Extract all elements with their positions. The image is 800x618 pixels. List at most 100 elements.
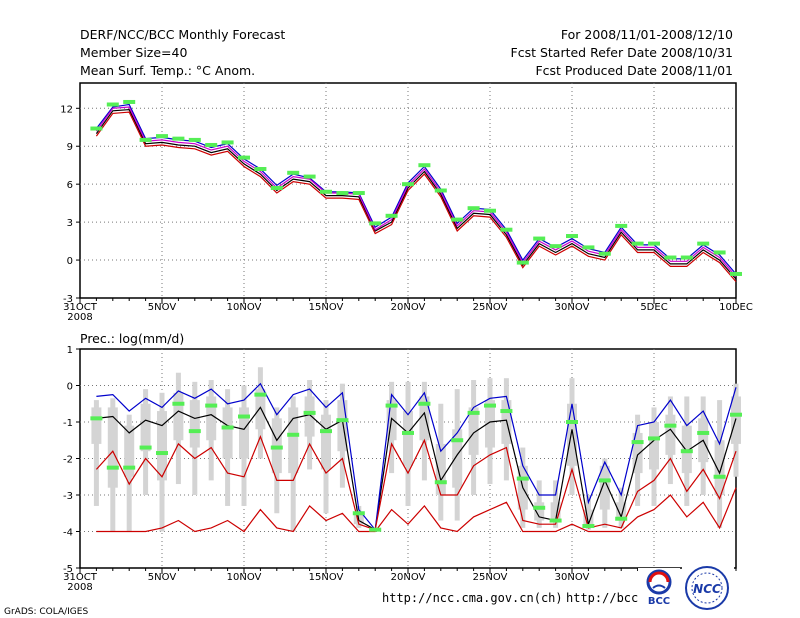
- x-tick-label: 30NOV: [555, 302, 590, 313]
- spread-box: [321, 414, 331, 470]
- observed-marker: [385, 403, 398, 408]
- spread-box: [107, 407, 118, 488]
- observed-marker: [254, 167, 267, 171]
- observed-marker: [467, 410, 480, 415]
- spread-box: [173, 392, 184, 441]
- observed-marker: [270, 445, 283, 450]
- x-tick-label: 25NOV: [473, 302, 508, 313]
- refer-date: Fcst Started Refer Date 2008/10/31: [511, 45, 734, 60]
- precipitation-panel: -5 -4 -3 -2 -1 0 1 31OCT 5NOV 10NOV 15NOV 20NOV 25NO…: [63, 345, 742, 593]
- precip-panel-label: Prec.: log(mm/d): [80, 331, 184, 346]
- spread-box: [288, 407, 299, 474]
- observed-marker: [139, 445, 152, 450]
- observed-marker: [188, 429, 201, 434]
- ncc-url-link[interactable]: http://ncc.cma.gov.cn(ch): [382, 591, 563, 605]
- grads-credit: GrADS: COLA/IGES: [4, 607, 88, 617]
- observed-marker: [533, 505, 546, 510]
- observed-marker: [697, 430, 710, 435]
- observed-marker: [336, 418, 349, 423]
- produced-date: Fcst Produced Date 2008/11/01: [535, 63, 733, 78]
- series-line-middle-member: [95, 106, 737, 277]
- observed-marker: [139, 137, 152, 142]
- x-tick-label: 5NOV: [148, 302, 177, 313]
- observed-marker: [713, 250, 726, 255]
- observed-marker: [402, 430, 414, 435]
- bcc-url-link[interactable]: http://bcc.c: [566, 591, 653, 605]
- x-year-label: 2008: [67, 312, 92, 323]
- observed-marker: [90, 126, 103, 131]
- observed-marker: [598, 478, 611, 483]
- observed-marker: [123, 99, 136, 104]
- observed-marker: [549, 244, 562, 249]
- spread-box: [304, 396, 315, 437]
- spread-box: [599, 465, 610, 510]
- x-tick-label: 10NOV: [227, 572, 262, 583]
- spread-box: [567, 403, 577, 466]
- observed-marker: [631, 440, 644, 445]
- x-tick-label: 20NOV: [391, 572, 426, 583]
- observed-marker: [697, 241, 710, 246]
- spread-box: [222, 407, 233, 459]
- y-tick-label: 12: [60, 104, 73, 115]
- series-line-upper-member: [95, 103, 737, 275]
- spread-box: [189, 400, 200, 448]
- spread-box: [468, 407, 479, 455]
- y-tick-label: -2: [63, 455, 73, 466]
- series-line-ensemble-mean: [96, 406, 737, 531]
- observed-marker: [664, 255, 677, 260]
- x-tick-label: 31OCT: [63, 572, 98, 583]
- spread-box: [239, 407, 249, 459]
- x-tick-label: 20NOV: [391, 302, 426, 313]
- observed-marker: [631, 241, 644, 246]
- observed-marker: [615, 223, 628, 228]
- spread-box: [124, 425, 135, 477]
- spread-box: [403, 411, 413, 466]
- observed-marker: [303, 174, 316, 179]
- observed-marker: [385, 213, 398, 218]
- observed-marker: [434, 188, 447, 193]
- observed-marker: [549, 518, 562, 523]
- x-tick-label: 10DEC: [719, 302, 753, 313]
- ncc-logo: NCC: [682, 566, 734, 612]
- observed-marker: [221, 140, 234, 145]
- observed-marker: [336, 191, 349, 196]
- spread-box: [632, 432, 643, 474]
- observed-marker: [320, 189, 332, 194]
- observed-marker: [451, 438, 464, 443]
- observed-marker: [238, 414, 250, 419]
- observed-marker: [352, 191, 365, 196]
- observed-marker: [205, 403, 218, 408]
- observed-marker: [730, 412, 742, 417]
- observed-marker: [287, 170, 300, 175]
- spread-box: [649, 422, 659, 470]
- observed-marker: [516, 260, 529, 265]
- x-tick-label: 15NOV: [309, 302, 344, 313]
- observed-marker: [500, 409, 513, 414]
- series-line-min-member: [96, 487, 737, 533]
- observed-marker: [369, 527, 382, 532]
- spread-box: [452, 429, 463, 488]
- observed-marker: [156, 451, 168, 456]
- observed-marker: [320, 429, 332, 434]
- x-tick-label: 5DEC: [640, 302, 667, 313]
- observed-marker: [402, 182, 414, 187]
- observed-marker: [500, 227, 513, 232]
- observed-marker: [648, 241, 660, 246]
- observed-marker: [254, 392, 267, 397]
- observed-marker: [582, 245, 595, 250]
- observed-marker: [467, 206, 480, 211]
- x-tick-label: 25NOV: [473, 572, 508, 583]
- observed-marker: [484, 403, 496, 408]
- spread-box: [583, 509, 594, 525]
- x-tick-label: 31OCT: [63, 302, 98, 313]
- x-tick-label: 30NOV: [555, 572, 590, 583]
- observed-marker: [680, 449, 693, 454]
- observed-marker: [156, 134, 168, 139]
- observed-marker: [106, 102, 119, 107]
- figure-title: DERF/NCC/BCC Monthly Forecast: [80, 27, 285, 42]
- observed-marker: [648, 436, 660, 441]
- spread-box: [534, 502, 545, 521]
- observed-marker: [188, 137, 201, 142]
- y-tick-label: -3: [63, 491, 73, 502]
- spread-box: [550, 502, 561, 521]
